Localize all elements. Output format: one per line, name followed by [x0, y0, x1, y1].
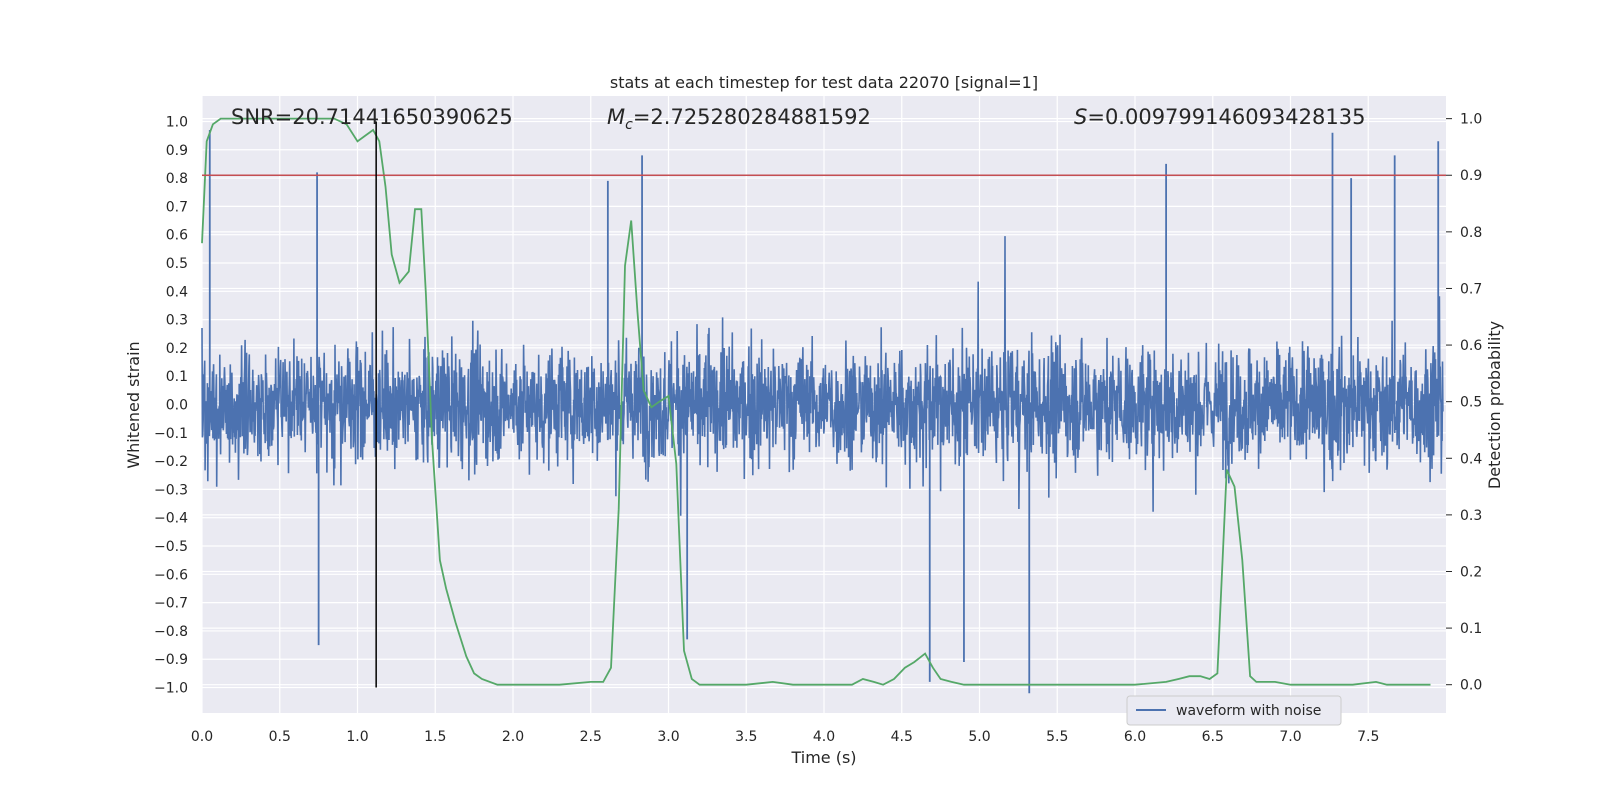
y-tick-label: 0.4 — [166, 284, 188, 300]
y-tick-label: 0.5 — [166, 256, 188, 272]
x-axis-label: Time (s) — [790, 748, 856, 767]
x-tick-label: 4.5 — [891, 729, 913, 745]
y-tick-label: −0.8 — [154, 624, 188, 640]
y-tick-label: 0.6 — [166, 228, 188, 244]
chirp-mass-annotation: Mc=2.725280284881592 — [607, 105, 871, 133]
y2-axis-label: Detection probability — [1485, 321, 1504, 489]
x-tick-label: 0.0 — [191, 729, 213, 745]
y2-axis-ticks: 1.0 0.9 0.8 0.7 0.6 0.5 0.4 0.3 0.2 0.1 0.0 — [1446, 112, 1482, 694]
detection-probability-series — [201, 117, 1431, 686]
x-tick-label: 1.5 — [424, 729, 446, 745]
y-tick-label: 0.1 — [166, 369, 188, 385]
x-tick-label: 3.5 — [735, 729, 757, 745]
y-tick-label: −0.3 — [154, 482, 188, 498]
x-tick-label: 5.5 — [1046, 729, 1068, 745]
y2-tick-label: 0.3 — [1460, 508, 1482, 524]
y2-tick-label: 0.9 — [1460, 168, 1482, 184]
x-tick-label: 4.0 — [813, 729, 835, 745]
x-tick-label: 2.0 — [502, 729, 524, 745]
chart-title: stats at each timestep for test data 220… — [610, 73, 1038, 92]
y-tick-label: −0.7 — [154, 596, 188, 612]
x-tick-label: 6.0 — [1124, 729, 1146, 745]
y2-tick-label: 0.1 — [1460, 621, 1482, 637]
x-tick-label: 1.0 — [346, 729, 368, 745]
y-tick-label: −1.0 — [154, 681, 188, 697]
y-axis-ticks: 1.0 0.9 0.8 0.7 0.6 0.5 0.4 0.3 0.2 0.1 0.0 −0.1 −0.… — [154, 114, 188, 696]
y2-tick-label: 0.7 — [1460, 281, 1482, 297]
chirp-mass-symbol: M — [607, 105, 625, 129]
y2-tick-label: 0.6 — [1460, 338, 1482, 354]
s-annotation: S=0.009799146093428135 — [1074, 105, 1365, 129]
y-tick-label: −0.6 — [154, 567, 188, 583]
y-tick-label: 0.7 — [166, 199, 188, 215]
y-tick-label: −0.9 — [154, 652, 188, 668]
s-symbol: S — [1074, 105, 1087, 129]
chirp-mass-value: =2.725280284881592 — [633, 105, 871, 129]
snr-annotation: SNR=20.71441650390625 — [231, 105, 513, 129]
x-tick-label: 6.5 — [1202, 729, 1224, 745]
y2-tick-label: 0.8 — [1460, 225, 1482, 241]
s-value: =0.009799146093428135 — [1087, 105, 1365, 129]
y-tick-label: −0.1 — [154, 426, 188, 442]
x-tick-label: 0.5 — [269, 729, 291, 745]
y2-tick-label: 1.0 — [1460, 112, 1482, 128]
y-tick-label: 0.3 — [166, 313, 188, 329]
y-tick-label: 0.0 — [166, 398, 188, 414]
y-tick-label: −0.2 — [154, 454, 188, 470]
waveform-line — [201, 236, 1444, 516]
x-tick-label: 2.5 — [580, 729, 602, 745]
y-axis-label: Whitened strain — [124, 341, 143, 468]
y-tick-label: −0.4 — [154, 511, 188, 527]
y2-tick-label: 0.0 — [1460, 678, 1482, 694]
y2-tick-label: 0.5 — [1460, 395, 1482, 411]
markers — [202, 121, 1446, 688]
legend: waveform with noise — [1126, 695, 1342, 726]
x-tick-label: 3.0 — [657, 729, 679, 745]
y2-tick-label: 0.4 — [1460, 451, 1482, 467]
y-tick-label: 0.9 — [166, 143, 188, 159]
x-axis-ticks: 0.0 0.5 1.0 1.5 2.0 2.5 3.0 3.5 4.0 4.5 5.0 5.5 6.0 6… — [191, 729, 1380, 745]
y-tick-label: 0.8 — [166, 171, 188, 187]
y-tick-label: 0.2 — [166, 341, 188, 357]
x-tick-label: 5.0 — [968, 729, 990, 745]
legend-waveform-label: waveform with noise — [1176, 703, 1321, 719]
detection-probability-line — [201, 117, 1431, 686]
y-tick-label: 1.0 — [166, 114, 188, 130]
chirp-mass-subscript: c — [625, 117, 633, 133]
x-tick-label: 7.0 — [1279, 729, 1301, 745]
legend-box — [1126, 695, 1342, 726]
x-tick-label: 7.5 — [1357, 729, 1379, 745]
y2-tick-label: 0.2 — [1460, 564, 1482, 580]
y-tick-label: −0.5 — [154, 539, 188, 555]
